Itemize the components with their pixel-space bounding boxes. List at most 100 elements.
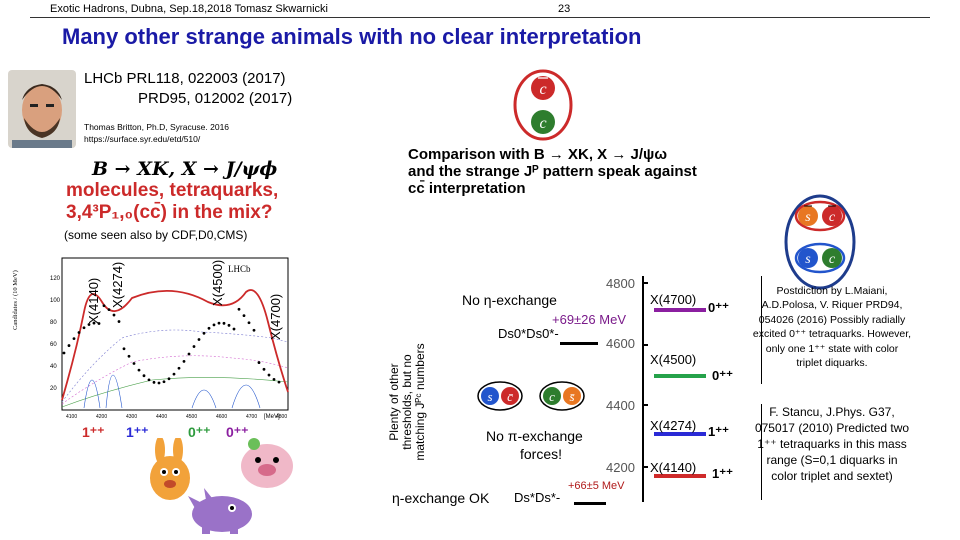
- peak-label-x4700: X(4700): [268, 293, 283, 340]
- jp-label-3: 0⁺⁺: [188, 424, 211, 440]
- level-label-x4700: X(4700): [650, 292, 697, 307]
- x-tick-label: 4100: [66, 414, 77, 420]
- comparison-line1: Comparison with B → XK, X → J/ψω: [408, 146, 667, 163]
- data-point: [222, 321, 226, 325]
- data-point: [122, 347, 126, 351]
- y-tick-label: 120: [50, 276, 61, 282]
- data-point: [72, 337, 76, 341]
- data-point: [187, 352, 191, 356]
- no-eta-exchange: No η-exchange: [462, 292, 557, 308]
- dsds-line: [574, 502, 606, 505]
- data-point: [127, 354, 131, 358]
- jp-label-1: 1⁺⁺: [82, 424, 105, 440]
- data-point: [182, 359, 186, 363]
- level-jp-x4274: 1⁺⁺: [708, 424, 729, 439]
- level-label-x4140: X(4140): [650, 460, 697, 475]
- data-point: [167, 377, 171, 381]
- data-point: [112, 313, 116, 317]
- data-point: [192, 345, 196, 348]
- data-point: [247, 321, 251, 325]
- data-point: [212, 323, 216, 327]
- threshold-label: Plenty of other thresholds, but no match…: [387, 343, 427, 461]
- header-conference: Exotic Hadrons, Dubna, Sep.18,2018 Tomas…: [50, 3, 328, 15]
- axis-label-4800: 4800: [606, 276, 635, 291]
- data-point: [117, 320, 121, 323]
- header-rule: [30, 17, 930, 18]
- level-label-x4500: X(4500): [650, 352, 697, 367]
- svg-text:s: s: [805, 210, 811, 225]
- peak-label-x4500: X(4500): [210, 259, 225, 306]
- level-jp-x4140: 1⁺⁺: [712, 466, 733, 481]
- data-point: [107, 308, 111, 312]
- bracket-bottom: [740, 404, 762, 500]
- svg-text:c: c: [539, 81, 546, 98]
- data-point: [92, 321, 96, 325]
- axis-tick: [644, 404, 648, 406]
- animal-cartoon-purple: [186, 486, 256, 540]
- eta-exchange-ok: η-exchange OK: [392, 490, 490, 506]
- spectrum-axis: [642, 276, 644, 502]
- data-point: [142, 374, 146, 378]
- data-point: [137, 368, 141, 372]
- tetraquark-diagram: s c s c: [782, 192, 858, 297]
- data-point: [252, 328, 256, 332]
- svg-text:s: s: [805, 252, 811, 267]
- svg-text:c: c: [539, 115, 546, 132]
- thesis-author: Thomas Britton, Ph.D, Syracuse. 2016: [84, 122, 230, 132]
- citation-prd: PRD95, 012002 (2017): [138, 90, 293, 107]
- data-point: [77, 331, 81, 334]
- animal-cartoon-blob: [236, 438, 298, 497]
- data-point: [272, 377, 276, 381]
- peak-label-x4140: X(4140): [86, 277, 101, 324]
- dsds-threshold: Ds*Ds*-: [514, 490, 561, 505]
- data-point: [157, 381, 161, 385]
- data-point: [237, 307, 241, 311]
- data-point: [227, 323, 231, 327]
- axis-label-4400: 4400: [606, 398, 635, 413]
- quark-s: s: [487, 389, 492, 404]
- quark-c: c: [549, 389, 555, 404]
- level-jp-x4700: 0⁺⁺: [708, 300, 729, 315]
- data-point: [217, 321, 221, 325]
- data-point: [202, 331, 206, 335]
- page-number: 23: [558, 3, 571, 15]
- y-tick-label: 40: [50, 364, 57, 370]
- data-point: [152, 380, 156, 384]
- charmonium-diagram: c c: [512, 68, 574, 147]
- plot-brand: LHCb: [228, 264, 251, 274]
- comparison-note: Comparison with B → XK, X → J/ψω and the…: [408, 146, 708, 197]
- level-jp-x4500: 0⁺⁺: [712, 368, 733, 383]
- axis-tick: [644, 466, 648, 468]
- quark-sbar: s̄: [569, 389, 575, 404]
- jp-label-2: 1⁺⁺: [126, 424, 149, 440]
- lhcb-mass-plot: LHCb [MeV] 4100 4200 4300 4400 4500 4600 4700 4…: [32, 242, 292, 425]
- shift-bottom: +66±5 MeV: [568, 480, 625, 492]
- x-tick-label: 4400: [156, 414, 167, 420]
- molecules-text: molecules, tetraquarks,: [66, 180, 279, 201]
- meson-pair-diagram: s c̄ c s̄: [476, 378, 596, 423]
- no-pi-exchange: No π-exchange: [486, 428, 583, 444]
- plot-ylabel: Candidates / (10 MeV): [12, 270, 19, 330]
- animal-cartoon-orange: [142, 436, 198, 509]
- thesis-url[interactable]: https://surface.syr.edu/etd/510/: [84, 134, 201, 144]
- also-seen-text: (some seen also by CDF,D0,CMS): [64, 228, 248, 242]
- x-tick-label: 4200: [96, 414, 107, 420]
- x-tick-label: 4800: [276, 414, 287, 420]
- axis-tick: [644, 282, 648, 284]
- decay-formula: B → XK, X → J/ψϕ: [92, 158, 278, 180]
- y-tick-label: 100: [50, 298, 61, 304]
- level-x4500: [654, 374, 706, 378]
- axis-label-4600: 4600: [606, 336, 635, 351]
- data-point: [207, 326, 211, 330]
- data-point: [277, 380, 281, 384]
- data-point: [82, 326, 86, 330]
- plot-xunit: [MeV]: [264, 414, 280, 420]
- author-photo: [8, 70, 76, 148]
- data-point: [172, 372, 176, 376]
- peak-label-x4274: X(4274): [110, 261, 125, 308]
- x-tick-label: 4600: [216, 414, 227, 420]
- data-point: [177, 366, 181, 370]
- data-point: [262, 367, 266, 371]
- level-x4274: [654, 432, 706, 436]
- shift-top: +69±26 MeV: [552, 312, 626, 327]
